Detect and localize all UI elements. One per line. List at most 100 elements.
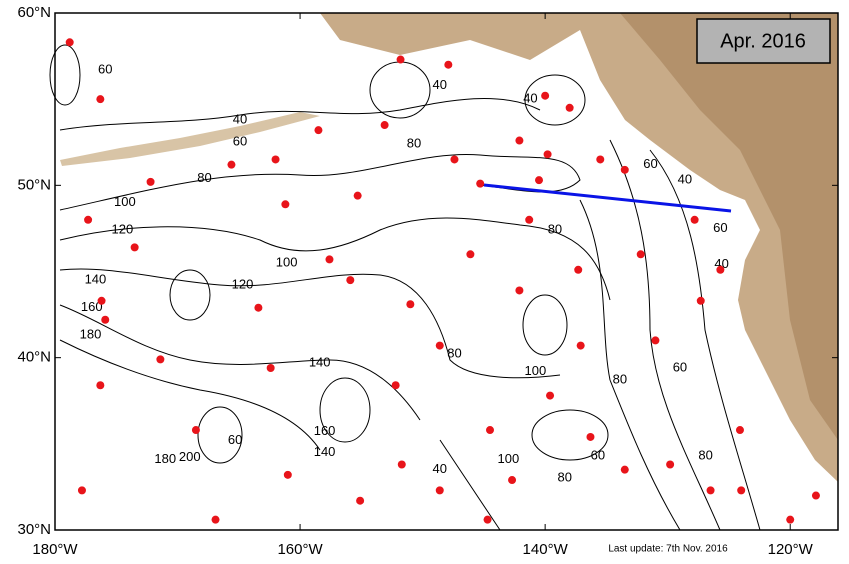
float-marker — [450, 155, 459, 164]
contour-line — [609, 139, 721, 531]
contour-label: 40 — [523, 91, 537, 106]
contour-label: 100 — [276, 254, 298, 269]
float-marker — [541, 91, 550, 100]
contour-label: 80 — [698, 447, 712, 462]
float-marker — [620, 165, 629, 174]
float-marker — [65, 38, 74, 47]
contour-line — [319, 377, 371, 443]
float-marker — [380, 121, 389, 130]
float-marker — [716, 265, 725, 274]
contours — [49, 44, 761, 531]
contour-line — [524, 74, 586, 126]
contour-label: 160 — [314, 423, 336, 438]
contour-label: 140 — [314, 444, 336, 459]
float-marker — [486, 426, 494, 435]
contour-label: 160 — [81, 299, 103, 314]
contour-label: 100 — [114, 194, 136, 209]
contour-label: 80 — [558, 470, 572, 485]
axes: 180°W 160°W 140°W 120°W 30°N 40°N 50°N 60°N — [17, 4, 838, 558]
y-tick-label: 30°N — [17, 521, 51, 538]
contour-label: 200 — [179, 449, 201, 464]
contour-line — [439, 439, 501, 531]
float-marker — [735, 426, 744, 435]
float-marker — [444, 60, 453, 69]
contour-label: 60 — [98, 61, 112, 76]
contour-label: 60 — [673, 359, 687, 374]
contour-label: 80 — [407, 135, 421, 150]
float-marker — [191, 426, 200, 435]
float-marker — [396, 55, 405, 64]
float-marker — [77, 486, 86, 495]
contour-label: 180 — [154, 451, 176, 466]
contour-label: 140 — [309, 354, 331, 369]
y-tick-label: 50°N — [17, 176, 51, 193]
contour-line — [59, 339, 321, 451]
float-marker — [574, 265, 583, 274]
contour-line — [522, 294, 568, 356]
contour-label: 60 — [643, 156, 657, 171]
float-marker — [353, 191, 362, 200]
float-marker — [786, 515, 795, 524]
float-marker — [565, 103, 574, 112]
x-tick-label: 120°W — [768, 541, 814, 558]
float-marker — [811, 491, 820, 500]
float-marker — [515, 286, 524, 295]
float-marker — [101, 315, 110, 324]
title: Apr. 2016 — [720, 30, 806, 52]
land — [320, 13, 838, 482]
float-marker — [281, 200, 290, 209]
y-tick-label: 40°N — [17, 349, 51, 366]
contour-label: 60 — [591, 447, 605, 462]
float-marker — [406, 300, 415, 309]
float-marker — [535, 176, 544, 185]
float-marker — [314, 126, 323, 135]
contour-label: 80 — [447, 346, 461, 361]
y-tick-label: 60°N — [17, 4, 51, 21]
float-marker — [211, 515, 220, 524]
contour-label: 80 — [548, 222, 562, 237]
float-marker — [651, 336, 660, 345]
float-marker — [476, 179, 485, 188]
aleutian-islands — [60, 112, 320, 166]
contour-line — [59, 217, 611, 301]
contour-line — [59, 268, 561, 379]
float-marker — [525, 215, 534, 224]
contour-label: 80 — [197, 170, 211, 185]
contour-label: 100 — [524, 363, 546, 378]
contour-line — [59, 153, 581, 211]
float-marker — [227, 160, 236, 169]
contour-label: 40 — [433, 461, 447, 476]
float-marker — [266, 364, 275, 373]
x-tick-label: 140°W — [523, 541, 569, 558]
float-marker — [435, 341, 444, 350]
float-marker — [576, 341, 585, 350]
contour-label: 80 — [613, 372, 627, 387]
contour-label: 60 — [233, 134, 247, 149]
float-marker — [696, 296, 705, 305]
float-marker — [356, 496, 365, 505]
float-marker — [435, 486, 444, 495]
land-relief — [620, 13, 838, 440]
contour-line — [579, 199, 681, 531]
contour-label: 40 — [678, 172, 692, 187]
float-marker — [596, 155, 605, 164]
float-marker — [96, 381, 105, 390]
x-tick-label: 180°W — [32, 541, 78, 558]
footer: Last update: 7th Nov. 2016 — [608, 544, 728, 555]
float-marker — [325, 255, 334, 264]
contour-line — [59, 98, 541, 131]
contour-line — [649, 149, 761, 531]
contour-label: 40 — [233, 111, 247, 126]
section-line — [483, 183, 732, 213]
float-marker — [130, 243, 139, 252]
float-marker — [271, 155, 280, 164]
floats — [65, 38, 820, 524]
float-marker — [96, 95, 105, 104]
float-marker — [508, 476, 517, 485]
contour-label: 120 — [232, 277, 254, 292]
contour-line — [197, 406, 243, 464]
contour-label: 60 — [713, 220, 727, 235]
contour-label: 180 — [80, 327, 102, 342]
float-marker — [737, 486, 746, 495]
